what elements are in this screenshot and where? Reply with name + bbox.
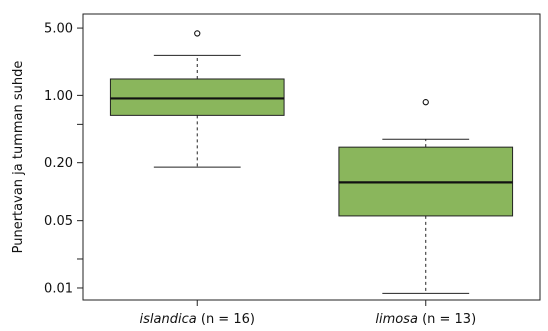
y-tick-label: 5.00 [44,22,73,37]
y-tick-label: 0.20 [44,156,73,171]
box-group [338,99,514,294]
x-category-label: islandica (n = 16) [140,312,255,327]
y-tick-label: 0.05 [44,214,73,229]
y-tick-label: 0.01 [44,281,73,296]
outlier-point [194,30,201,37]
plot-frame [82,13,541,301]
x-category-label: limosa (n = 13) [375,312,476,327]
y-axis: 0.01 0.05 0.20 1.00 5.00 [44,22,83,296]
category-species-name: islandica [140,312,197,327]
x-axis: islandica (n = 16) limosa (n = 13) [140,300,476,327]
category-sample-size: (n = 13) [418,312,476,327]
outlier-point [422,99,429,106]
y-tick-label: 1.00 [44,89,73,104]
iqr-box [109,78,285,116]
box-group [109,30,285,168]
box-series [109,30,514,294]
y-axis-title: Punertavan ja tumman suhde [11,61,26,254]
category-species-name: limosa [375,312,418,327]
category-sample-size: (n = 16) [197,312,255,327]
